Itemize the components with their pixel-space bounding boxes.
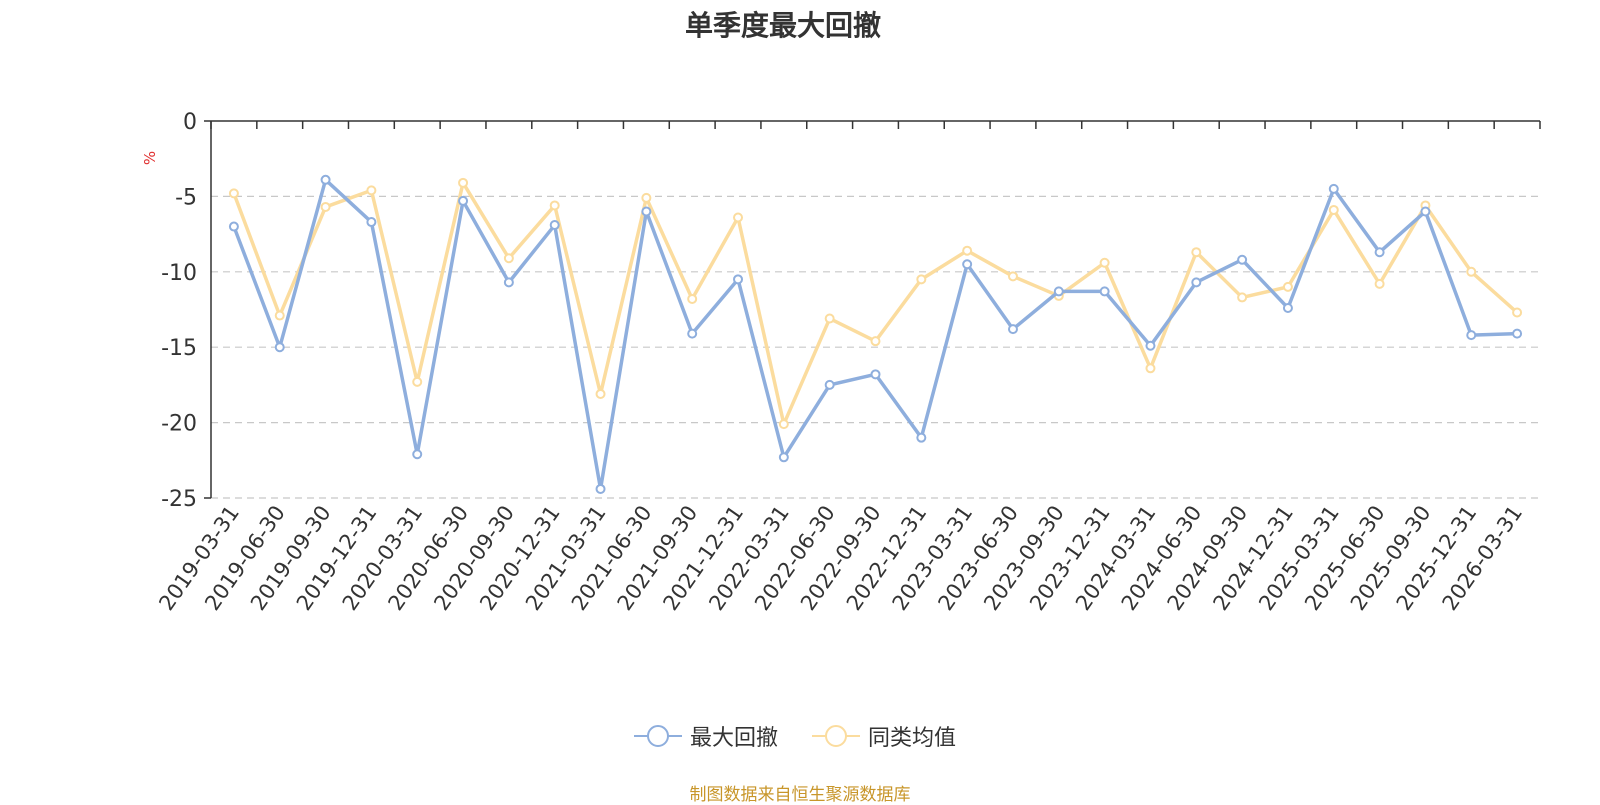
data-point-peer-average [1328,204,1339,215]
data-point-max-drawdown [916,432,927,443]
data-point-max-drawdown [595,483,606,494]
data-point-max-drawdown [228,221,239,232]
data-point-max-drawdown [1145,340,1156,351]
data-point-peer-average [1512,307,1523,318]
data-point-peer-average [1466,266,1477,277]
grid-lines [211,195,1540,499]
data-point-peer-average [641,192,652,203]
legend-line-circle-icon [634,725,682,747]
data-point-peer-average [1099,257,1110,268]
data-point-max-drawdown [458,195,469,206]
data-point-max-drawdown [1512,328,1523,339]
data-point-max-drawdown [687,328,698,339]
data-point-max-drawdown [320,174,331,185]
data-point-max-drawdown [1374,247,1385,258]
y-tick-label: -25 [161,487,197,512]
y-tick-label: -5 [175,185,197,210]
chart-title: 单季度最大回撤 [684,9,881,42]
data-point-peer-average [1282,281,1293,292]
data-point-peer-average [962,245,973,256]
data-point-max-drawdown [412,449,423,460]
data-point-max-drawdown [778,452,789,463]
legend-line-circle-icon [812,725,860,747]
data-point-peer-average [503,253,514,264]
data-point-max-drawdown [366,217,377,228]
data-point-max-drawdown [1099,286,1110,297]
data-point-peer-average [595,388,606,399]
data-point-peer-average [1374,278,1385,289]
data-point-max-drawdown [641,206,652,217]
data-point-peer-average [366,185,377,196]
data-point-peer-average [1007,271,1018,282]
data-point-max-drawdown [1007,324,1018,335]
data-point-max-drawdown [1237,254,1248,265]
data-point-peer-average [1191,247,1202,258]
data-point-peer-average [824,313,835,324]
legend-label-max-drawdown: 最大回撤 [690,726,779,751]
data-point-peer-average [274,310,285,321]
data-point-max-drawdown [274,342,285,353]
data-point-max-drawdown [1282,302,1293,313]
data-point-max-drawdown [870,369,881,380]
data-point-max-drawdown [1420,206,1431,217]
data-point-peer-average [687,293,698,304]
data-point-max-drawdown [1053,286,1064,297]
data-point-max-drawdown [962,259,973,270]
data-point-max-drawdown [1466,330,1477,341]
series-layer [228,174,1523,494]
data-point-peer-average [320,201,331,212]
data-point-peer-average [458,177,469,188]
data-point-peer-average [412,376,423,387]
legend-label-peer-average: 同类均值 [868,726,957,751]
data-point-max-drawdown [549,220,560,231]
data-point-max-drawdown [733,274,744,285]
legend-item-max-drawdown[interactable]: 最大回撤 [634,722,779,751]
y-tick-label: 0 [183,110,197,135]
data-point-peer-average [778,419,789,430]
series-line-peer-average [232,181,1519,426]
legend-item-peer-average[interactable]: 同类均值 [812,722,957,751]
source-note: 制图数据来自恒生聚源数据库 [689,785,911,805]
data-point-peer-average [870,336,881,347]
data-point-max-drawdown [503,277,514,288]
y-tick-label: -10 [161,261,197,286]
data-point-peer-average [916,274,927,285]
data-point-peer-average [1145,363,1156,374]
data-point-max-drawdown [824,379,835,390]
y-tick-label: -20 [161,412,197,437]
data-point-peer-average [733,212,744,223]
data-point-peer-average [1237,292,1248,303]
data-point-peer-average [228,188,239,199]
data-point-max-drawdown [1328,183,1339,194]
y-tick-label: -15 [161,336,197,361]
y-axis-unit-label: % [141,151,159,165]
data-point-max-drawdown [1191,277,1202,288]
data-point-peer-average [549,200,560,211]
